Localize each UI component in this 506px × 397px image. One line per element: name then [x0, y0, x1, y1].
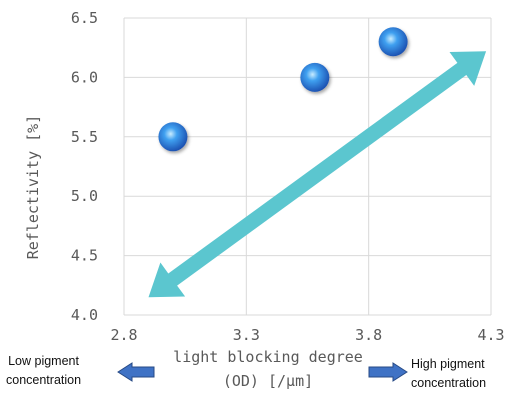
low-pigment-note: Low pigment concentration [6, 352, 81, 390]
x-tick-label-3: 4.3 [477, 326, 504, 344]
low-pigment-line2: concentration [6, 373, 82, 387]
trend-arrow [148, 51, 487, 298]
x-axis-title-line1: light blocking degree [173, 348, 363, 366]
trend-arrow-shape [148, 51, 487, 298]
data-point-1 [300, 62, 330, 92]
high-pigment-note: High pigment concentration [411, 355, 486, 393]
high-pigment-line1: High pigment [411, 357, 485, 371]
data-point-0 [158, 122, 188, 152]
right-arrow-icon [368, 362, 408, 382]
y-tick-label-4: 6.0 [71, 68, 98, 86]
high-pigment-line2: concentration [411, 376, 487, 390]
tick-labels: 4.0 4.5 5.0 5.5 6.0 6.5 2.8 3.3 3.8 4.3 [71, 9, 505, 344]
low-pigment-line1: Low pigment [8, 354, 79, 368]
left-arrow-icon [117, 362, 155, 382]
y-tick-label-1: 4.5 [71, 247, 98, 265]
y-tick-label-5: 6.5 [71, 9, 98, 27]
x-axis-title-line2: (OD) [/μm] [223, 372, 313, 390]
x-tick-label-1: 3.3 [233, 326, 260, 344]
y-tick-label-3: 5.5 [71, 128, 98, 146]
x-tick-label-0: 2.8 [110, 326, 137, 344]
y-axis-title: Reflectivity [%] [24, 115, 42, 260]
x-tick-label-2: 3.8 [355, 326, 382, 344]
data-points [158, 27, 408, 152]
y-tick-label-0: 4.0 [71, 306, 98, 324]
y-tick-label-2: 5.0 [71, 187, 98, 205]
data-point-2 [378, 27, 408, 57]
